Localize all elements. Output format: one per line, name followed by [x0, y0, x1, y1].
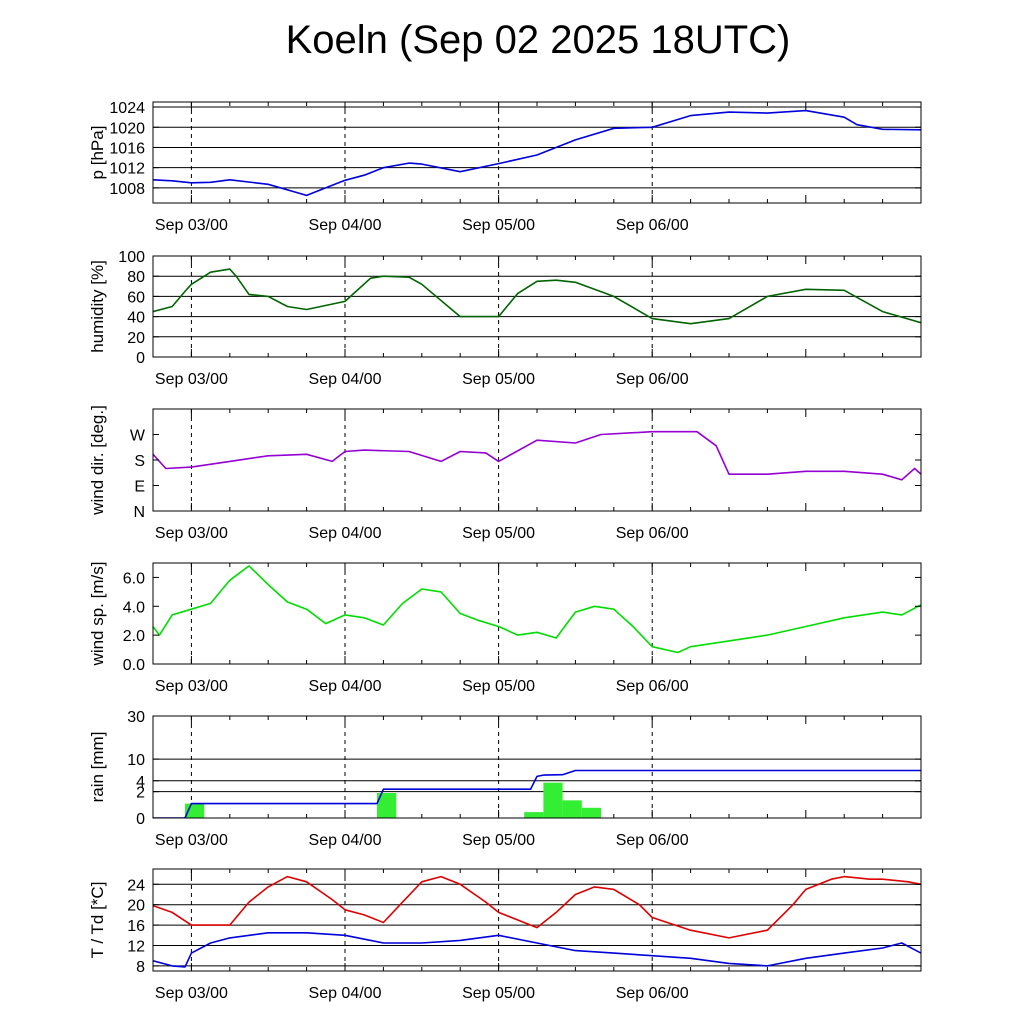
rain-ytick-label: 30	[127, 709, 145, 726]
temperature-xtick-label: Sep 05/00	[462, 985, 535, 1002]
temperature-ytick-label: 12	[127, 939, 145, 956]
rain-ytick-label: 10	[127, 752, 145, 769]
humidity-ytick-label: 20	[127, 330, 145, 347]
temperature-ytick-label: 20	[127, 898, 145, 915]
rain-bar	[581, 807, 601, 818]
humidity-xtick-label: Sep 03/00	[155, 371, 228, 388]
temperature-ytick-label: 24	[127, 877, 145, 894]
humidity-axis-label: humidity [%]	[88, 260, 107, 353]
pressure-ytick-label: 1024	[109, 100, 145, 117]
wind_dir-xtick-label: Sep 06/00	[616, 525, 689, 542]
humidity-xtick-label: Sep 04/00	[309, 371, 382, 388]
wind_speed-ytick-label: 0.0	[123, 657, 145, 674]
panel-humidity: 0 20 40 60 80 100 Sep 03/00 Sep 04/00 Sep 05/00 S…	[88, 249, 922, 388]
rain-axis-label: rain [mm]	[88, 732, 107, 803]
pressure-xtick-label: Sep 03/00	[155, 217, 228, 234]
humidity-series-humidity	[153, 268, 921, 325]
wind_dir-series-wind-direction	[153, 430, 921, 481]
rain-bar	[543, 782, 563, 818]
rain-bar	[524, 812, 544, 818]
wind_dir-ytick-label: S	[134, 453, 145, 470]
rain-frame	[152, 715, 922, 819]
wind_speed-xtick-label: Sep 05/00	[462, 678, 535, 695]
rain-bar	[562, 800, 582, 818]
pressure-ytick-label: 1016	[109, 140, 145, 157]
temperature-series-t	[153, 875, 921, 939]
wind_speed-series-wind-speed	[153, 565, 921, 654]
rain-ytick-label: 2	[136, 785, 145, 802]
pressure-ytick-label: 1008	[109, 181, 145, 198]
humidity-ytick-label: 60	[127, 289, 145, 306]
rain-series-accumulated-rain	[153, 769, 921, 818]
wind_dir-frame	[152, 408, 922, 512]
rain-xtick-label: Sep 05/00	[462, 832, 535, 849]
humidity-ytick-label: 100	[118, 249, 145, 266]
humidity-ytick-label: 80	[127, 269, 145, 286]
wind_dir-axis-label: wind dir. [deg.]	[88, 405, 107, 516]
pressure-ytick-label: 1012	[109, 161, 145, 178]
rain-xtick-label: Sep 06/00	[616, 832, 689, 849]
humidity-frame	[152, 255, 922, 358]
temperature-series-td	[153, 932, 921, 968]
wind_speed-ytick-label: 2.0	[123, 628, 145, 645]
humidity-xtick-label: Sep 06/00	[616, 371, 689, 388]
rain-ytick-label: 4	[136, 774, 145, 791]
pressure-series-pressure	[153, 109, 921, 197]
wind_dir-xtick-label: Sep 05/00	[462, 525, 535, 542]
wind_speed-frame	[152, 562, 922, 665]
pressure-frame	[152, 101, 922, 204]
wind_dir-ytick-label: N	[133, 504, 145, 521]
rain-bar	[377, 793, 397, 818]
temperature-ytick-label: 8	[136, 959, 145, 976]
pressure-ytick-label: 1020	[109, 120, 145, 137]
pressure-xtick-label: Sep 04/00	[309, 217, 382, 234]
pressure-xtick-label: Sep 06/00	[616, 217, 689, 234]
wind_dir-xtick-label: Sep 04/00	[309, 525, 382, 542]
temperature-axis-label: T / Td [*C]	[88, 882, 107, 959]
wind_dir-xtick-label: Sep 03/00	[155, 525, 228, 542]
humidity-ytick-label: 0	[136, 350, 145, 367]
rain-ytick-label: 0	[136, 811, 145, 828]
wind_speed-xtick-label: Sep 03/00	[155, 678, 228, 695]
page-title: Koeln (Sep 02 2025 18UTC)	[285, 18, 791, 62]
wind_speed-axis-label: wind sp. [m/s]	[88, 562, 107, 667]
panel-temperature: 8 12 16 20 24 Sep 03/00 Sep 04/00 Sep 05/00 Sep …	[88, 868, 922, 1002]
rain-xtick-label: Sep 04/00	[309, 832, 382, 849]
wind_speed-ytick-label: 6.0	[123, 570, 145, 587]
wind_speed-ytick-label: 4.0	[123, 599, 145, 616]
temperature-frame	[152, 868, 922, 972]
humidity-ytick-label: 40	[127, 310, 145, 327]
pressure-axis-label: p [hPa]	[88, 126, 107, 180]
wind_dir-ytick-label: E	[134, 479, 145, 496]
panel-wind_speed: 0.0 2.0 4.0 6.0 Sep 03/00 Sep 04/00 Sep 05/00 S…	[88, 562, 922, 695]
wind_speed-xtick-label: Sep 06/00	[616, 678, 689, 695]
panel-rain: 0 24 10 30 Sep 03/00 Sep 04/00 Sep 05/00 Sep 06…	[88, 709, 922, 849]
panel-pressure: 1008 1012 1016 1020 1024 Sep 03/00 Sep 04/00 Se…	[88, 100, 922, 234]
temperature-ytick-label: 16	[127, 918, 145, 935]
wind_speed-xtick-label: Sep 04/00	[309, 678, 382, 695]
pressure-xtick-label: Sep 05/00	[462, 217, 535, 234]
humidity-xtick-label: Sep 05/00	[462, 371, 535, 388]
rain-xtick-label: Sep 03/00	[155, 832, 228, 849]
temperature-xtick-label: Sep 04/00	[309, 985, 382, 1002]
temperature-xtick-label: Sep 06/00	[616, 985, 689, 1002]
wind_dir-ytick-label: W	[130, 428, 146, 445]
temperature-xtick-label: Sep 03/00	[155, 985, 228, 1002]
